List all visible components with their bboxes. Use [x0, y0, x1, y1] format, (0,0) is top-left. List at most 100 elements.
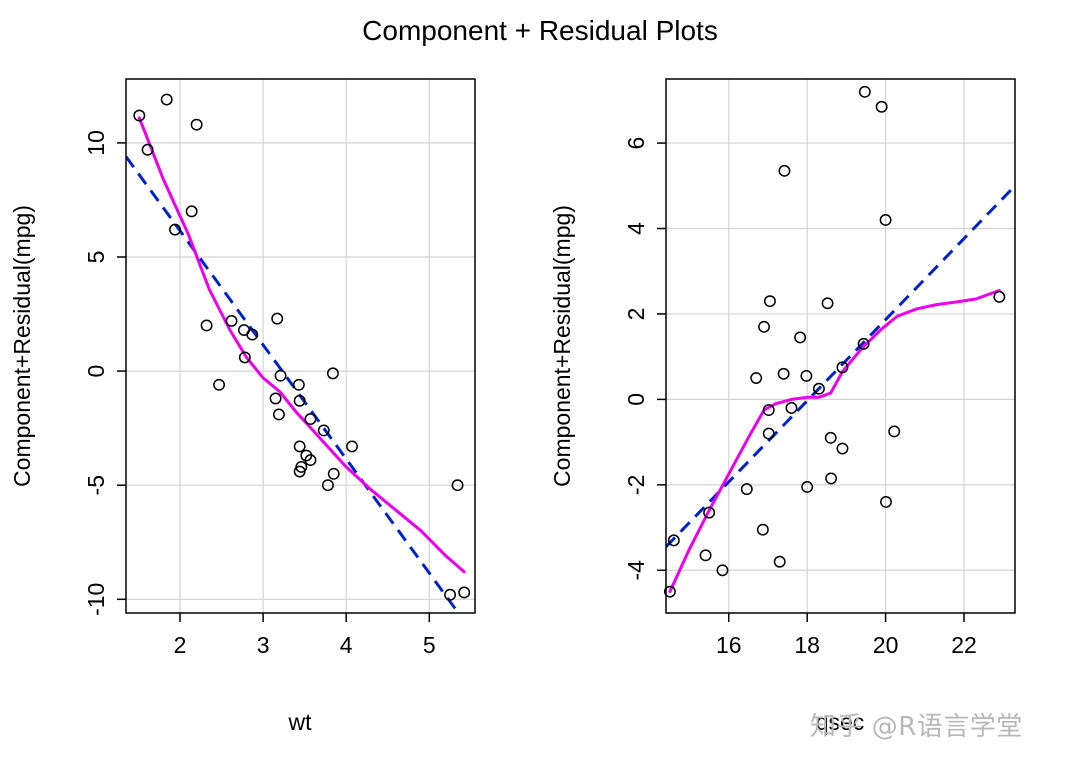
panel-wt-data-point [269, 392, 282, 405]
panel-wt-data-point [133, 109, 146, 122]
panel-wt-data-point [274, 369, 287, 382]
panel-wt-x-tick-label: 2 [174, 632, 187, 658]
panel-qsec-data-point [888, 425, 901, 438]
panel-qsec-y-tick-label: 2 [623, 308, 649, 321]
watermark: 知乎 @R语言学堂 [810, 712, 1023, 742]
panel-qsec-x-tick-label: 20 [873, 632, 899, 658]
panel-qsec-data-point [762, 427, 775, 440]
panel-qsec-data-point [716, 564, 729, 577]
panel-qsec-frame [665, 78, 1016, 614]
panel-qsec-smooth-line [668, 289, 1001, 594]
panel-wt-y-ticks: -10 -5 0 5 10 [83, 130, 126, 616]
panel-qsec-data-point [800, 369, 813, 382]
panel-qsec-y-tick-label: 6 [623, 137, 649, 150]
panel-qsec-grid [666, 79, 1015, 613]
panel-wt-data-point [304, 413, 317, 425]
panel-wt-data-point [160, 93, 173, 106]
panel-wt-data-point [169, 223, 181, 236]
panel-qsec-data-point [699, 549, 712, 562]
panel-qsec-data-point [750, 372, 763, 384]
panel-qsec-data-point [703, 506, 716, 519]
panel-wt-x-tick-label: 3 [257, 632, 270, 658]
panel-wt-data-point [295, 460, 308, 473]
panel-qsec-data-point [740, 483, 753, 496]
panel-qsec-x-tick-label: 22 [951, 632, 977, 658]
panel-qsec-data-point [821, 297, 834, 310]
panel-qsec-data-point [777, 367, 790, 380]
panel-qsec-data-point [773, 555, 786, 568]
panel-qsec-data-point [836, 442, 849, 455]
panel-qsec-data-point [801, 481, 814, 493]
panel-qsec-data-point [993, 290, 1006, 303]
panel-qsec-y-tick-label: -4 [623, 560, 649, 581]
panel-wt-data-point [141, 143, 154, 156]
panel-qsec-points [663, 85, 1006, 598]
panel-qsec-data-point [756, 523, 769, 536]
panel-qsec-data-point [763, 295, 776, 308]
panel-qsec-data-point [778, 164, 791, 177]
panel-qsec-x-tick-label: 18 [794, 632, 820, 658]
panel-qsec-data-point [758, 320, 770, 333]
panel-wt-grid [126, 79, 475, 613]
panel-wt-x-axis-label: wt [288, 709, 313, 735]
panel-wt-x-ticks: 2 3 4 5 [174, 613, 436, 658]
panel-wt-data-point [238, 351, 251, 364]
panel-qsec-data-point [836, 361, 849, 374]
panel-qsec-y-tick-label: -2 [623, 475, 649, 495]
panel-qsec-data-point [663, 585, 676, 598]
panel-wt-data-point [213, 378, 226, 391]
panel-qsec-data-point [857, 337, 870, 350]
panel-qsec-y-ticks: -4 -2 0 2 4 6 [623, 137, 666, 581]
panel-qsec-data-point [879, 214, 892, 226]
panel-qsec-x-ticks: 16 18 20 22 [716, 613, 977, 658]
panel-qsec-lines [666, 184, 1015, 594]
panel-wt-lines [126, 116, 466, 613]
panel-wt-y-axis-label: Component+Residual(mpg) [9, 205, 35, 487]
panel-wt-y-tick-label: 0 [83, 365, 109, 378]
chart-title: Component + Residual Plots [362, 15, 718, 46]
panel-qsec: 16 18 20 22 -4 -2 0 2 4 6 qsec Component+Residua… [549, 78, 1016, 735]
panel-wt-data-point [225, 314, 238, 327]
panel-wt-data-point [304, 454, 317, 467]
panel-qsec-data-point [785, 401, 798, 414]
panel-wt-y-tick-label: 5 [83, 251, 109, 264]
panel-qsec-data-point [875, 100, 888, 113]
panel-wt-data-point [293, 394, 306, 407]
panel-qsec-data-point [794, 331, 807, 344]
panel-qsec-x-tick-label: 16 [716, 632, 742, 658]
panel-wt-y-tick-label: -10 [83, 583, 109, 616]
panel-qsec-y-tick-label: 4 [623, 222, 649, 235]
panel-wt-data-point [317, 424, 330, 437]
panel-wt-data-point [321, 479, 334, 492]
panel-wt-y-tick-label: 10 [83, 130, 109, 156]
panel-wt-data-point [444, 588, 457, 601]
panel-wt-frame [125, 78, 476, 614]
panel-wt-smooth-line [137, 116, 466, 574]
panel-qsec-y-axis-label: Component+Residual(mpg) [549, 205, 575, 487]
panel-qsec-data-point [858, 85, 871, 98]
panel-qsec-data-point [825, 472, 838, 485]
panel-qsec-data-point [880, 495, 892, 508]
panel-wt-data-point [185, 205, 198, 218]
panel-qsec-data-point [824, 431, 837, 444]
panel-wt: 2 3 4 5 -10 -5 0 5 10 wt Component+Residual(mpg… [9, 78, 476, 735]
panel-wt-y-tick-label: -5 [83, 475, 109, 495]
panel-qsec-x-axis-label: qsec [816, 709, 865, 735]
panel-wt-data-point [326, 367, 339, 380]
panel-wt-data-point [190, 118, 203, 131]
panel-wt-data-point [272, 408, 285, 421]
panel-wt-fit-line [126, 155, 460, 613]
panel-wt-data-point [200, 319, 213, 332]
panel-wt-data-point [451, 479, 464, 492]
panel-wt-data-point [458, 586, 471, 599]
panel-wt-x-tick-label: 5 [423, 632, 436, 658]
panel-qsec-y-tick-label: 0 [623, 393, 649, 406]
panel-qsec-data-point [667, 534, 680, 547]
panel-wt-data-point [293, 440, 306, 453]
panel-wt-data-point [327, 467, 340, 480]
panel-wt-points [133, 93, 471, 601]
panel-wt-data-point [271, 312, 284, 325]
panel-qsec-data-point [812, 382, 825, 395]
panel-wt-x-tick-label: 4 [340, 632, 353, 658]
